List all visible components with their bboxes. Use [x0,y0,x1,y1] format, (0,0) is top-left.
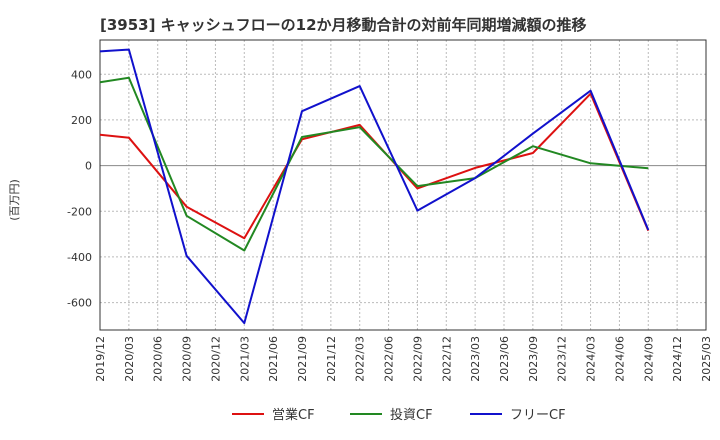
x-tick-label: 2023/09 [527,336,540,382]
plot-frame [99,39,707,331]
x-tick-label: 2023/03 [469,336,482,382]
x-tick-label: 2020/06 [152,336,165,382]
x-tick-label: 2022/06 [383,336,396,382]
x-tick-label: 2021/12 [325,336,338,382]
y-axis-ticks: -600 -400 -200 0 200 400 [67,68,92,309]
x-tick-label: 2020/09 [181,336,194,382]
grid [99,40,707,330]
legend: 営業CF 投資CF フリーCF [232,407,566,423]
series-line-投資CF [99,76,649,252]
y-tick-label: 200 [71,114,92,127]
y-tick-label: -600 [67,297,92,310]
legend-label: 営業CF [272,407,315,423]
y-axis-label: (百万円) [8,179,21,221]
y-tick-label: -200 [67,205,92,218]
x-tick-label: 2022/09 [411,336,424,382]
series-line-フリーCF [99,48,650,325]
y-tick-label: 400 [71,68,92,81]
x-tick-label: 2021/06 [267,336,280,382]
x-tick-label: 2025/03 [700,336,713,382]
y-tick-label: 0 [85,160,92,173]
x-tick-label: 2024/03 [585,336,598,382]
x-axis-ticks: 2019/12 2020/03 2020/06 2020/09 2020/12 2021/… [94,336,713,382]
chart-title: [3953] キャッシュフローの12か月移動合計の対前年同期増減額の推移 [100,16,587,34]
y-tick-label: -400 [67,251,92,264]
legend-label: 投資CF [390,407,433,423]
legend-label: フリーCF [510,408,566,423]
x-tick-label: 2021/09 [296,336,309,382]
x-tick-label: 2020/03 [123,336,136,382]
x-tick-label: 2023/06 [498,336,511,382]
x-tick-label: 2023/12 [556,336,569,382]
x-tick-label: 2020/12 [209,336,222,382]
x-tick-label: 2022/03 [354,336,367,382]
x-tick-label: 2021/03 [238,336,251,382]
x-tick-label: 2024/06 [613,336,626,382]
x-tick-label: 2024/12 [671,336,684,382]
series-lines [99,48,650,325]
x-tick-label: 2022/12 [440,336,453,382]
x-tick-label: 2019/12 [94,336,107,382]
x-tick-label: 2024/09 [642,336,655,382]
